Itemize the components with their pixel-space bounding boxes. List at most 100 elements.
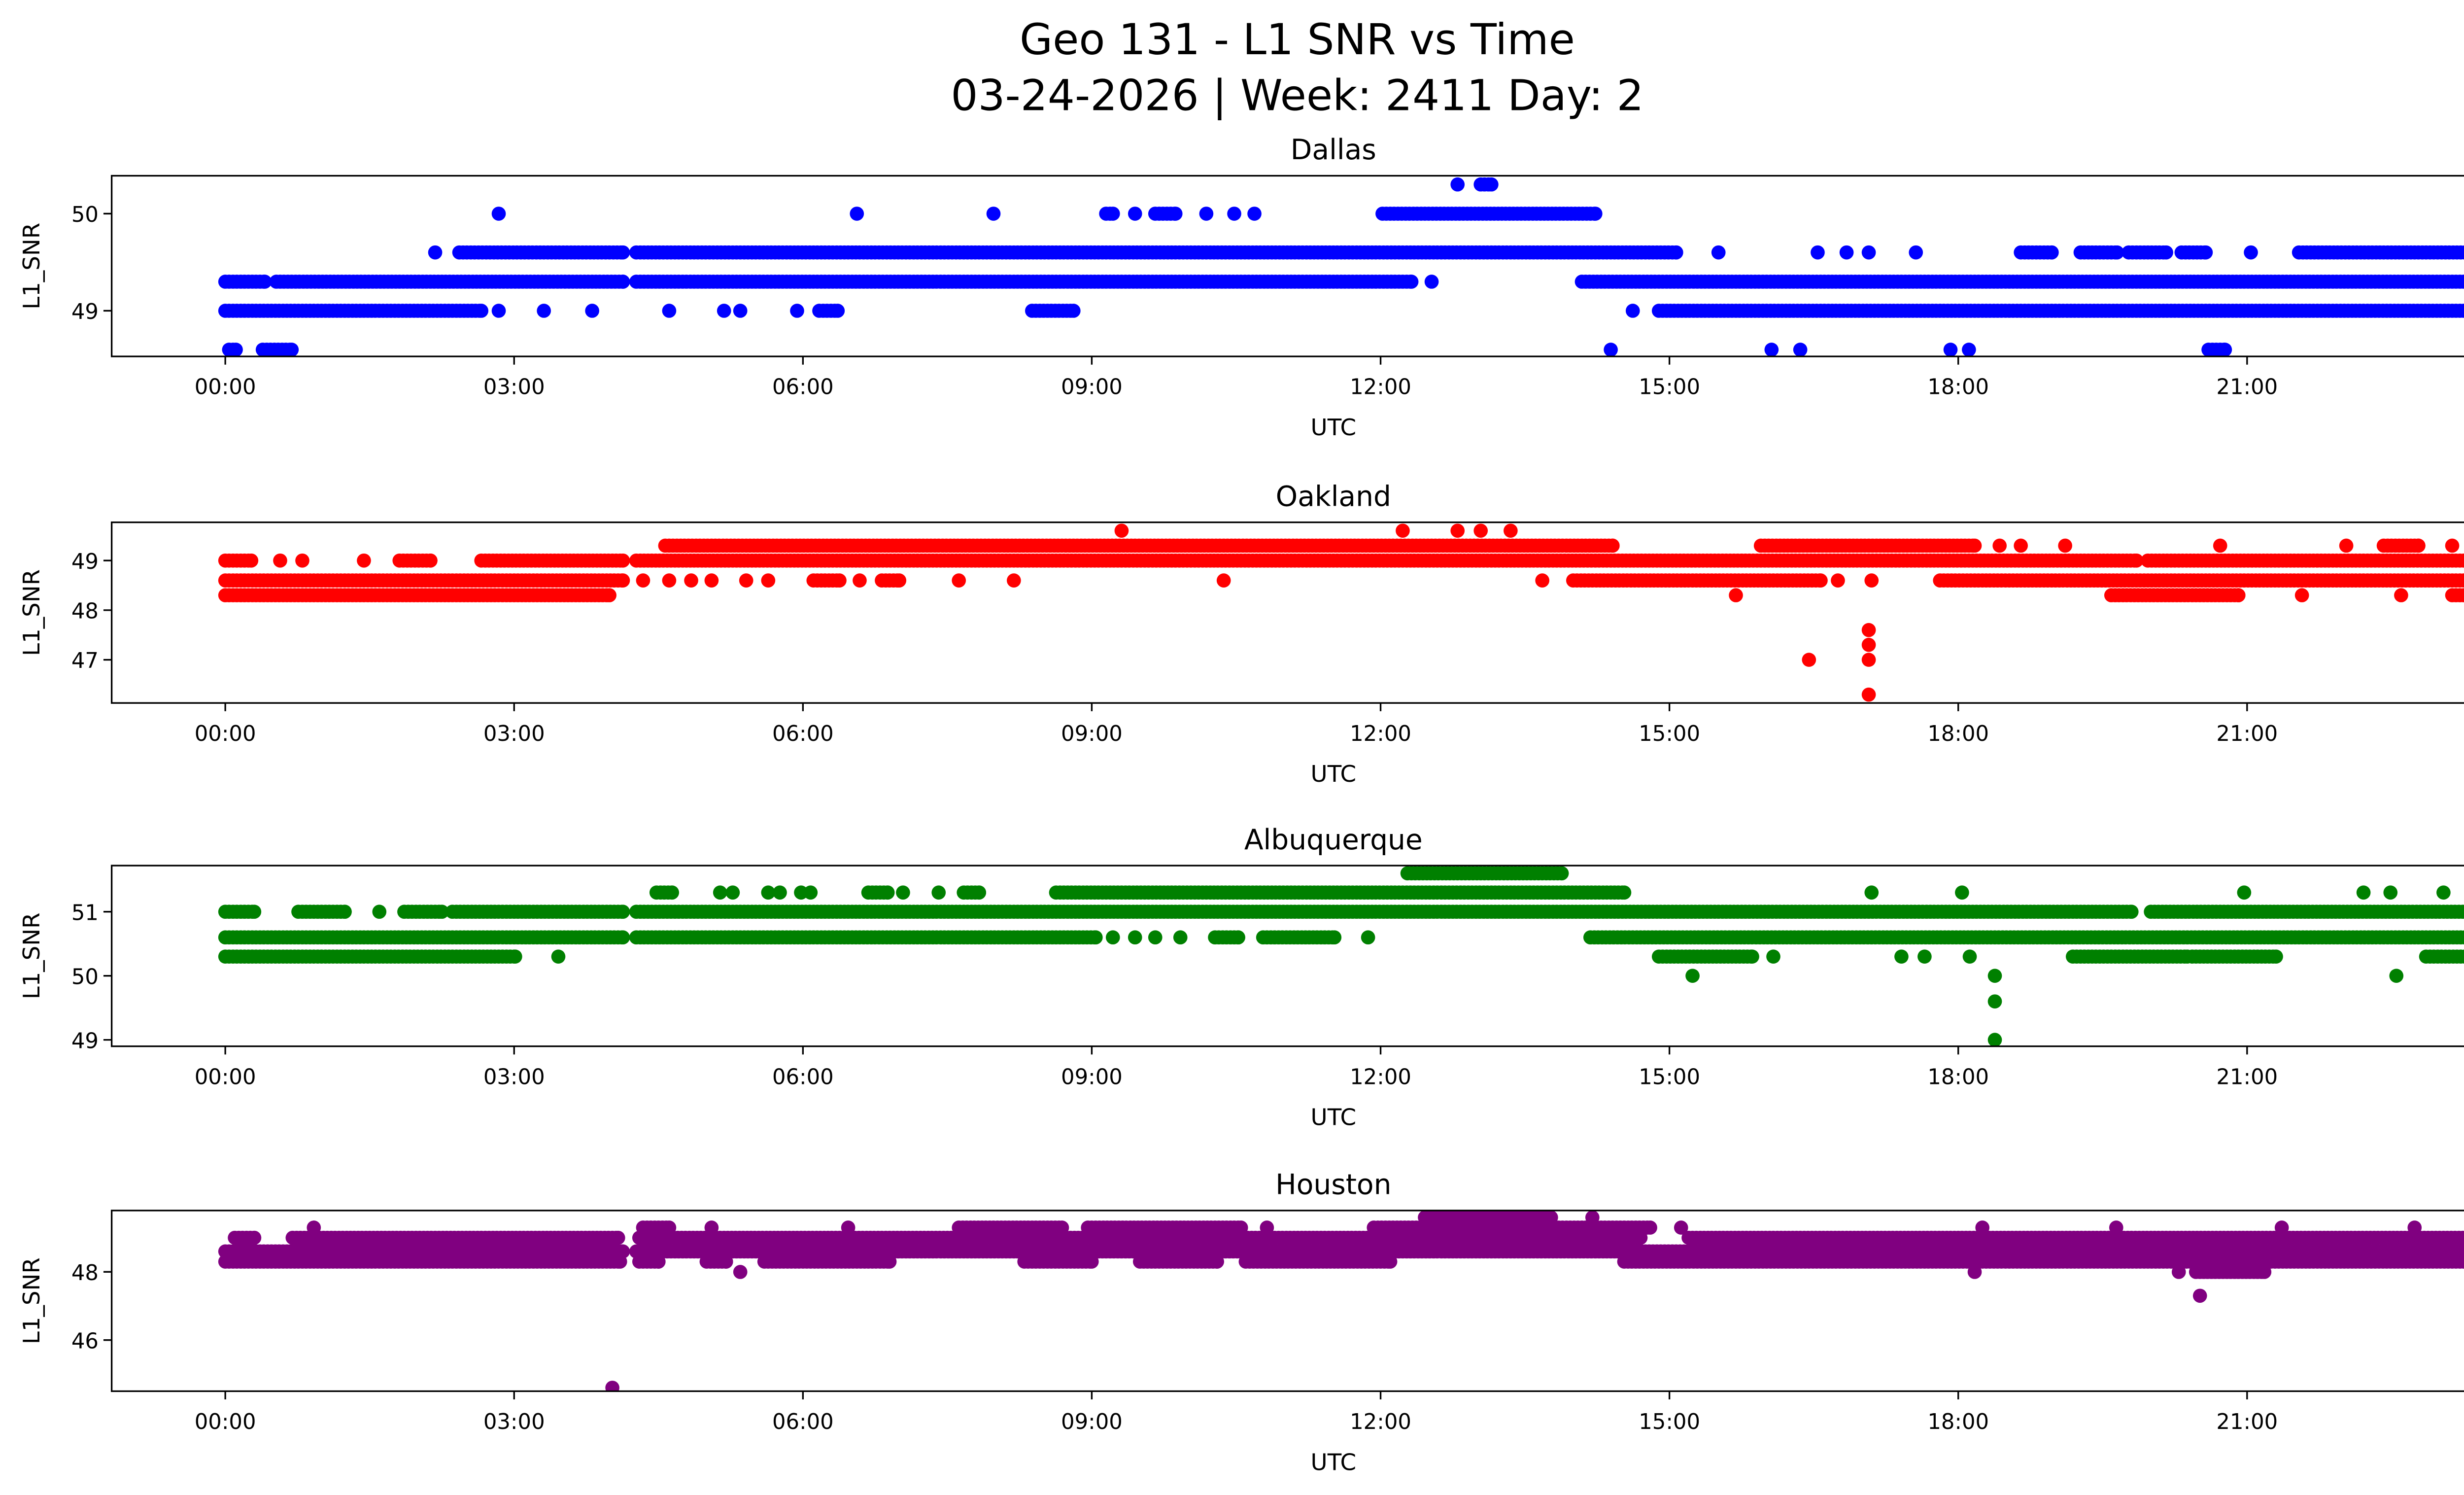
x-tick-label: 09:00 <box>1061 375 1123 400</box>
data-point <box>2460 1255 2464 1268</box>
data-point <box>372 904 387 919</box>
y-tick-label: 51 <box>71 901 99 925</box>
data-point <box>1861 637 1876 652</box>
data-point <box>1729 588 1743 602</box>
data-point <box>1802 653 1816 667</box>
data-point <box>2460 304 2464 317</box>
data-point <box>2244 245 2258 260</box>
data-point <box>435 904 449 919</box>
data-point <box>423 553 438 568</box>
x-tick-label: 18:00 <box>1927 1065 1989 1089</box>
y-tick-label: 49 <box>71 550 99 574</box>
data-point <box>1128 930 1142 945</box>
data-point <box>662 304 677 318</box>
data-point <box>602 588 616 602</box>
x-tick-label: 21:00 <box>2216 1065 2278 1089</box>
x-tick-label: 09:00 <box>1061 1065 1123 1089</box>
data-point <box>2110 245 2124 260</box>
data-point <box>704 573 719 588</box>
data-point <box>1216 573 1231 588</box>
data-point <box>892 573 907 588</box>
data-point <box>1861 687 1876 702</box>
data-points <box>218 177 2464 357</box>
data-point <box>1450 177 1465 192</box>
data-point <box>1007 573 1021 588</box>
data-point <box>773 885 787 900</box>
data-point <box>761 885 776 900</box>
data-point <box>551 949 566 964</box>
data-point <box>428 245 443 260</box>
data-point <box>1943 343 1958 357</box>
data-points <box>218 866 2464 1046</box>
x-tick-label: 12:00 <box>1350 722 1411 746</box>
data-point <box>952 573 966 588</box>
data-point <box>1504 523 1518 538</box>
data-point <box>616 573 630 588</box>
x-axis-label: UTC <box>1311 761 1356 788</box>
data-point <box>1864 573 1879 588</box>
data-point <box>2356 885 2371 900</box>
data-point <box>1227 207 1241 221</box>
data-point <box>616 930 630 945</box>
x-tick-label: 15:00 <box>1639 375 1700 400</box>
x-tick-label: 12:00 <box>1350 1065 1411 1089</box>
data-point <box>2445 538 2460 553</box>
data-point <box>1128 207 1142 221</box>
data-point <box>2461 932 2464 943</box>
data-point <box>761 573 776 588</box>
data-point <box>2383 885 2398 900</box>
data-point <box>1484 177 1499 192</box>
data-point <box>662 573 677 588</box>
y-tick-label: 50 <box>71 203 99 227</box>
data-point <box>585 304 599 318</box>
data-point <box>1168 207 1183 221</box>
x-tick-label: 06:00 <box>772 375 834 400</box>
x-tick-label: 15:00 <box>1639 722 1700 746</box>
data-point <box>665 885 679 900</box>
data-point <box>1814 573 1828 588</box>
x-tick-label: 15:00 <box>1639 1065 1700 1089</box>
data-point <box>2460 589 2464 602</box>
y-axis-label: L1_SNR <box>19 569 45 656</box>
data-point <box>1473 523 1488 538</box>
data-point <box>1909 245 1923 260</box>
data-point <box>1861 623 1876 637</box>
data-point <box>616 904 630 919</box>
axes-frame <box>110 174 2464 357</box>
data-point <box>491 207 506 221</box>
data-point <box>1962 343 1976 357</box>
x-tick-label: 03:00 <box>483 375 545 400</box>
data-point <box>1604 343 1618 357</box>
data-point <box>2058 538 2072 553</box>
data-point <box>1625 304 1640 318</box>
x-tick-label: 00:00 <box>195 1065 256 1089</box>
axes-frame <box>110 865 2464 1047</box>
data-point <box>2436 885 2451 900</box>
data-point <box>1148 930 1163 945</box>
data-point <box>605 1381 619 1391</box>
data-point <box>1955 885 1969 900</box>
data-point <box>1669 245 1683 260</box>
data-point <box>2460 554 2464 567</box>
data-point <box>790 304 804 318</box>
x-tick-label: 12:00 <box>1350 375 1411 400</box>
data-point <box>508 949 522 964</box>
x-tick-label: 21:00 <box>2216 375 2278 400</box>
data-point <box>1361 930 1375 945</box>
data-point <box>832 573 847 588</box>
data-point <box>229 343 243 357</box>
data-point <box>1247 207 1262 221</box>
data-point <box>853 573 867 588</box>
data-point <box>1987 969 2002 983</box>
data-point <box>1864 885 1879 900</box>
data-point <box>1404 275 1419 289</box>
data-point <box>972 885 987 900</box>
data-point <box>1617 885 1632 900</box>
data-point <box>1396 523 1410 538</box>
x-axis-label: UTC <box>1311 1105 1356 1131</box>
